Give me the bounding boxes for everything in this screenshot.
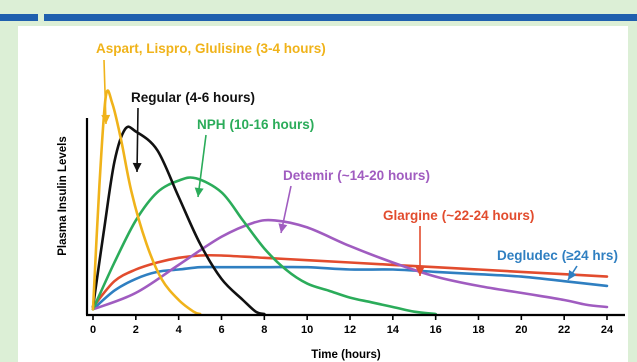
- x-tick-label: 8: [261, 324, 267, 336]
- curve-nph: [91, 176, 437, 316]
- x-tick-label: 16: [430, 324, 442, 336]
- curve-regular: [91, 125, 266, 316]
- series-label-duration: (10-16 hours): [230, 117, 315, 132]
- y-axis-title: Plasma Insulin Levels: [57, 136, 69, 256]
- series-labels-layer: Aspart, Lispro, Glulisine (3-4 hours) Regu…: [96, 41, 618, 263]
- series-label-name: Glargine: [383, 208, 438, 223]
- x-tick-label: 2: [133, 324, 139, 336]
- series-label-regular: Regular (4-6 hours): [131, 90, 255, 105]
- curve-degludec: [91, 265, 609, 311]
- arrowhead-nph: [194, 187, 204, 197]
- series-label-nph: NPH (10-16 hours): [197, 117, 314, 132]
- series-label-glargine: Glargine (~22-24 hours): [383, 208, 534, 223]
- arrowhead-glargine: [415, 267, 425, 276]
- x-tick-label: 4: [176, 324, 183, 336]
- arrowhead-degludec: [568, 269, 577, 280]
- arrowhead-aspart: [101, 114, 111, 124]
- arrow-nph: [197, 134, 207, 198]
- series-label-degludec: Degludec (≥24 hrs): [497, 248, 618, 263]
- x-ticks-layer: 0 2 4 6 8 10 12 14 16 18 20 22 24: [90, 315, 614, 336]
- curves-layer: [91, 89, 609, 316]
- series-label-name: NPH: [197, 117, 226, 132]
- curve-aspart: [91, 89, 202, 316]
- arrowhead-regular: [132, 162, 142, 172]
- series-label-name: Regular: [131, 90, 182, 105]
- series-label-aspart: Aspart, Lispro, Glulisine (3-4 hours): [96, 41, 326, 56]
- series-label-duration: (~14-20 hours): [337, 168, 430, 183]
- x-tick-label: 18: [472, 324, 484, 336]
- arrowhead-detemir: [278, 223, 288, 233]
- curve-detemir: [91, 218, 609, 311]
- x-tick-label: 12: [344, 324, 356, 336]
- series-label-duration: (4-6 hours): [185, 90, 255, 105]
- header-accent-bar-short: [0, 14, 38, 21]
- arrows-layer: [101, 59, 578, 281]
- x-tick-label: 0: [90, 324, 96, 336]
- x-tick-label: 24: [601, 324, 614, 336]
- chart-panel: [18, 26, 628, 362]
- x-tick-label: 20: [515, 324, 527, 336]
- arrow-regular: [136, 107, 139, 173]
- series-label-duration: (≥24 hrs): [562, 248, 618, 263]
- x-tick-label: 22: [558, 324, 570, 336]
- series-label-duration: (~22-24 hours): [442, 208, 535, 223]
- x-tick-label: 6: [218, 324, 224, 336]
- arrow-aspart: [103, 59, 107, 125]
- curve-glargine: [91, 253, 609, 309]
- series-label-name: Detemir: [283, 168, 334, 183]
- x-axis-title: Time (hours): [311, 349, 381, 361]
- series-label-duration: (3-4 hours): [256, 41, 326, 56]
- x-tick-label: 10: [301, 324, 313, 336]
- series-label-name: Degludec: [497, 248, 558, 263]
- series-label-detemir: Detemir (~14-20 hours): [283, 168, 430, 183]
- header-accent-bar-long: [44, 14, 637, 21]
- series-label-name: Aspart, Lispro, Glulisine: [96, 41, 253, 56]
- x-tick-label: 14: [387, 324, 400, 336]
